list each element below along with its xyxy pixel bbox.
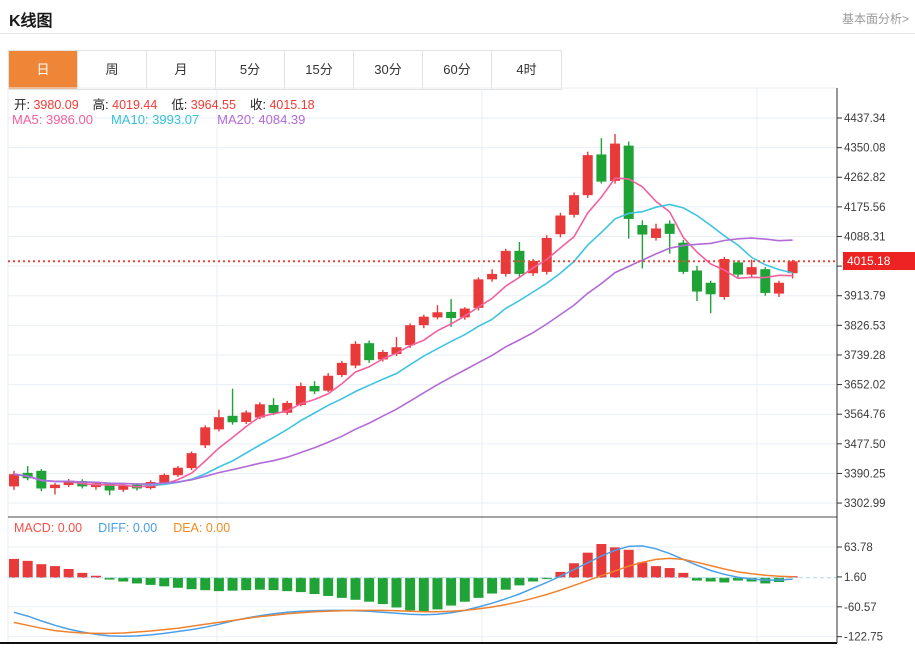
fundamental-analysis-link[interactable]: 基本面分析> xyxy=(841,12,909,26)
ma5-readout: MA5: 3986.00 xyxy=(12,112,93,127)
open-value: 3980.09 xyxy=(33,98,79,112)
macd-histogram xyxy=(9,544,798,612)
axis-layer xyxy=(0,88,838,644)
svg-text:3913.79: 3913.79 xyxy=(844,291,886,303)
low-value: 3964.55 xyxy=(190,98,236,112)
dea-value: DEA: 0.00 xyxy=(173,521,231,535)
ma20-readout: MA20: 4084.39 xyxy=(217,112,306,127)
svg-text:63.78: 63.78 xyxy=(844,542,873,554)
svg-text:1.60: 1.60 xyxy=(844,572,866,584)
tab-15min[interactable]: 15分 xyxy=(285,51,354,89)
svg-text:4175.56: 4175.56 xyxy=(844,202,886,214)
dea-line xyxy=(13,557,793,635)
axis-labels: 4437.344350.084262.824175.564088.314001.… xyxy=(837,113,886,644)
page-header: K线图 基本面分析> xyxy=(0,0,915,34)
svg-text:3302.99: 3302.99 xyxy=(844,498,886,510)
tab-month[interactable]: 月 xyxy=(147,51,216,89)
ma20-line xyxy=(13,237,793,485)
tab-4hour[interactable]: 4时 xyxy=(492,51,561,89)
ohlc-readout: 开: 3980.09 高: 4019.44 低: 3964.55 收: 4015.18 xyxy=(14,98,315,112)
grid-layer xyxy=(7,87,837,643)
svg-text:3390.25: 3390.25 xyxy=(844,468,886,480)
svg-text:-122.75: -122.75 xyxy=(844,632,883,644)
svg-text:3739.28: 3739.28 xyxy=(844,350,886,362)
macd-value: MACD: 0.00 xyxy=(14,521,83,535)
svg-text:4437.34: 4437.34 xyxy=(844,113,886,125)
svg-text:3477.50: 3477.50 xyxy=(844,439,886,451)
diff-value: DIFF: 0.00 xyxy=(98,521,158,535)
svg-text:3652.02: 3652.02 xyxy=(844,380,886,392)
ma10-readout: MA10: 3993.07 xyxy=(110,112,200,127)
tab-week[interactable]: 周 xyxy=(78,51,147,89)
tab-60min[interactable]: 60分 xyxy=(423,51,492,89)
candles-layer xyxy=(9,134,798,496)
diff-line xyxy=(13,545,793,638)
tab-5min[interactable]: 5分 xyxy=(216,51,285,89)
svg-text:4262.82: 4262.82 xyxy=(844,172,886,184)
macd-readout: MACD: 0.00 DIFF: 0.00 DEA: 0.00 xyxy=(14,521,246,535)
high-value: 4019.44 xyxy=(112,98,158,112)
tab-day[interactable]: 日 xyxy=(9,51,78,89)
ma-readout: MA5: 3986.00 MA10: 3993.07 MA20: 4084.39 xyxy=(12,112,323,127)
svg-text:-60.57: -60.57 xyxy=(844,602,877,614)
svg-text:3826.53: 3826.53 xyxy=(844,320,886,332)
close-value: 4015.18 xyxy=(269,98,315,112)
svg-text:3564.76: 3564.76 xyxy=(844,409,886,421)
ma5-line xyxy=(13,177,793,488)
svg-text:4350.08: 4350.08 xyxy=(844,143,886,155)
tab-30min[interactable]: 30分 xyxy=(354,51,423,89)
period-tab-bar: 日 周 月 5分 15分 30分 60分 4时 xyxy=(8,50,562,90)
page-title: K线图 xyxy=(9,13,53,30)
current-price-tag: 4015.18 xyxy=(843,252,915,270)
svg-text:4088.31: 4088.31 xyxy=(844,231,886,243)
